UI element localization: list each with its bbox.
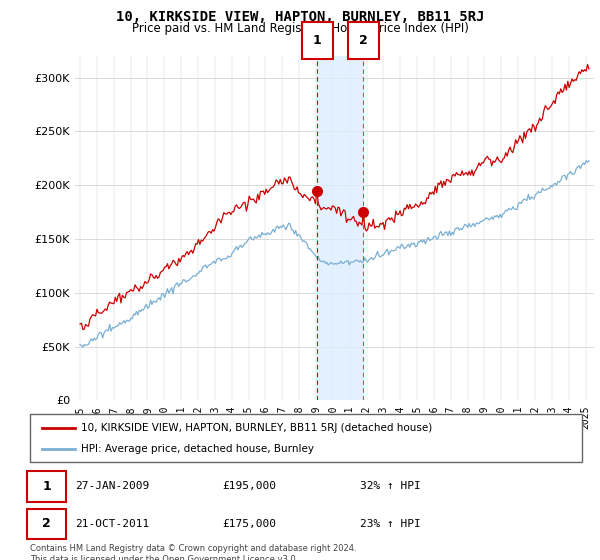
Text: 32% ↑ HPI: 32% ↑ HPI — [360, 481, 421, 491]
Text: 23% ↑ HPI: 23% ↑ HPI — [360, 519, 421, 529]
Text: 27-JAN-2009: 27-JAN-2009 — [75, 481, 149, 491]
Bar — [317, 56, 363, 400]
Text: Contains HM Land Registry data © Crown copyright and database right 2024.
This d: Contains HM Land Registry data © Crown c… — [30, 544, 356, 560]
Text: 10, KIRKSIDE VIEW, HAPTON, BURNLEY, BB11 5RJ: 10, KIRKSIDE VIEW, HAPTON, BURNLEY, BB11… — [116, 10, 484, 24]
Text: 1: 1 — [42, 479, 51, 493]
Text: 10, KIRKSIDE VIEW, HAPTON, BURNLEY, BB11 5RJ (detached house): 10, KIRKSIDE VIEW, HAPTON, BURNLEY, BB11… — [81, 423, 432, 433]
Text: £195,000: £195,000 — [222, 481, 276, 491]
Text: Price paid vs. HM Land Registry's House Price Index (HPI): Price paid vs. HM Land Registry's House … — [131, 22, 469, 35]
Text: HPI: Average price, detached house, Burnley: HPI: Average price, detached house, Burn… — [81, 444, 314, 454]
Text: 21-OCT-2011: 21-OCT-2011 — [75, 519, 149, 529]
Text: £175,000: £175,000 — [222, 519, 276, 529]
Text: 2: 2 — [359, 34, 368, 47]
Text: 2: 2 — [42, 517, 51, 530]
Text: 1: 1 — [313, 34, 322, 47]
